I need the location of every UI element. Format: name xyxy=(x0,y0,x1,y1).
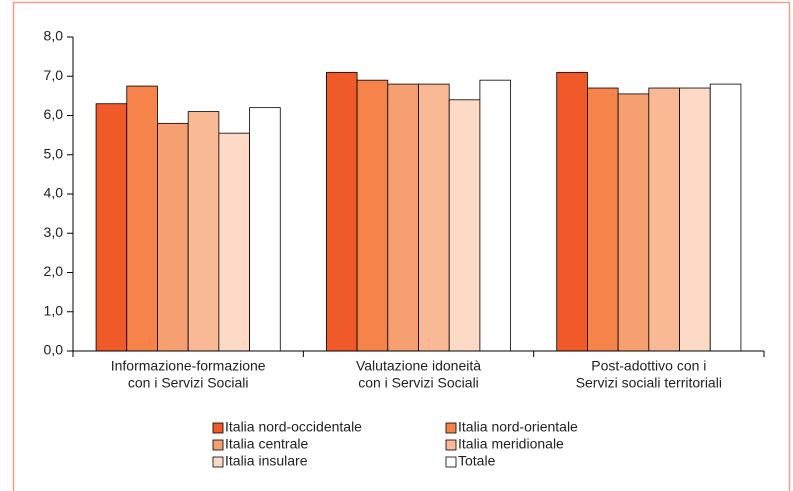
legend-label: Italia nord-orientale xyxy=(458,419,578,435)
legend-swatch xyxy=(212,456,224,468)
bar xyxy=(325,71,358,352)
y-tick-label: 1,0 xyxy=(44,302,64,318)
bar xyxy=(587,87,619,352)
y-tick-label: 7,0 xyxy=(44,67,64,83)
y-tick-label: 2,0 xyxy=(44,263,64,279)
legend-label: Italia nord-occidentale xyxy=(225,419,362,435)
legend-swatch xyxy=(212,422,224,434)
bar xyxy=(249,107,281,352)
x-tick-label: Post-adottivo con i xyxy=(591,358,706,374)
legend-swatch xyxy=(445,439,457,451)
x-tick-label: con i Servizi Sociali xyxy=(358,375,479,391)
legend-swatch xyxy=(212,439,224,451)
frame xyxy=(12,1,791,491)
bar xyxy=(617,93,650,352)
bar xyxy=(218,132,250,352)
x-tick-label: con i Servizi Sociali xyxy=(128,375,249,391)
legend-label: Totale xyxy=(458,453,496,469)
legend-label: Italia insulare xyxy=(225,453,308,469)
bar xyxy=(387,83,419,352)
legend-swatch xyxy=(445,456,457,468)
bar xyxy=(356,79,389,352)
y-tick-label: 3,0 xyxy=(44,224,64,240)
y-tick-label: 4,0 xyxy=(44,185,64,201)
bar xyxy=(126,85,158,352)
bar xyxy=(448,99,481,352)
bar xyxy=(418,83,450,352)
bar xyxy=(648,87,680,352)
bar xyxy=(556,71,588,352)
y-tick-label: 0,0 xyxy=(44,342,64,358)
legend-label: Italia meridionale xyxy=(458,436,564,452)
x-tick-label: Servizi sociali territoriali xyxy=(576,375,722,391)
x-tick-label: Informazione-formazione xyxy=(111,358,266,374)
legend-label: Italia centrale xyxy=(225,436,308,452)
legend-swatch xyxy=(445,422,457,434)
bar xyxy=(157,122,189,352)
bar xyxy=(479,79,511,352)
bar xyxy=(95,103,128,352)
x-tick-label: Valutazione idoneità xyxy=(356,358,481,374)
y-tick-label: 8,0 xyxy=(44,28,64,44)
bar xyxy=(187,111,220,352)
y-tick-label: 5,0 xyxy=(44,145,64,161)
bar xyxy=(679,87,711,352)
y-tick-label: 6,0 xyxy=(44,106,64,122)
bar xyxy=(709,83,742,352)
